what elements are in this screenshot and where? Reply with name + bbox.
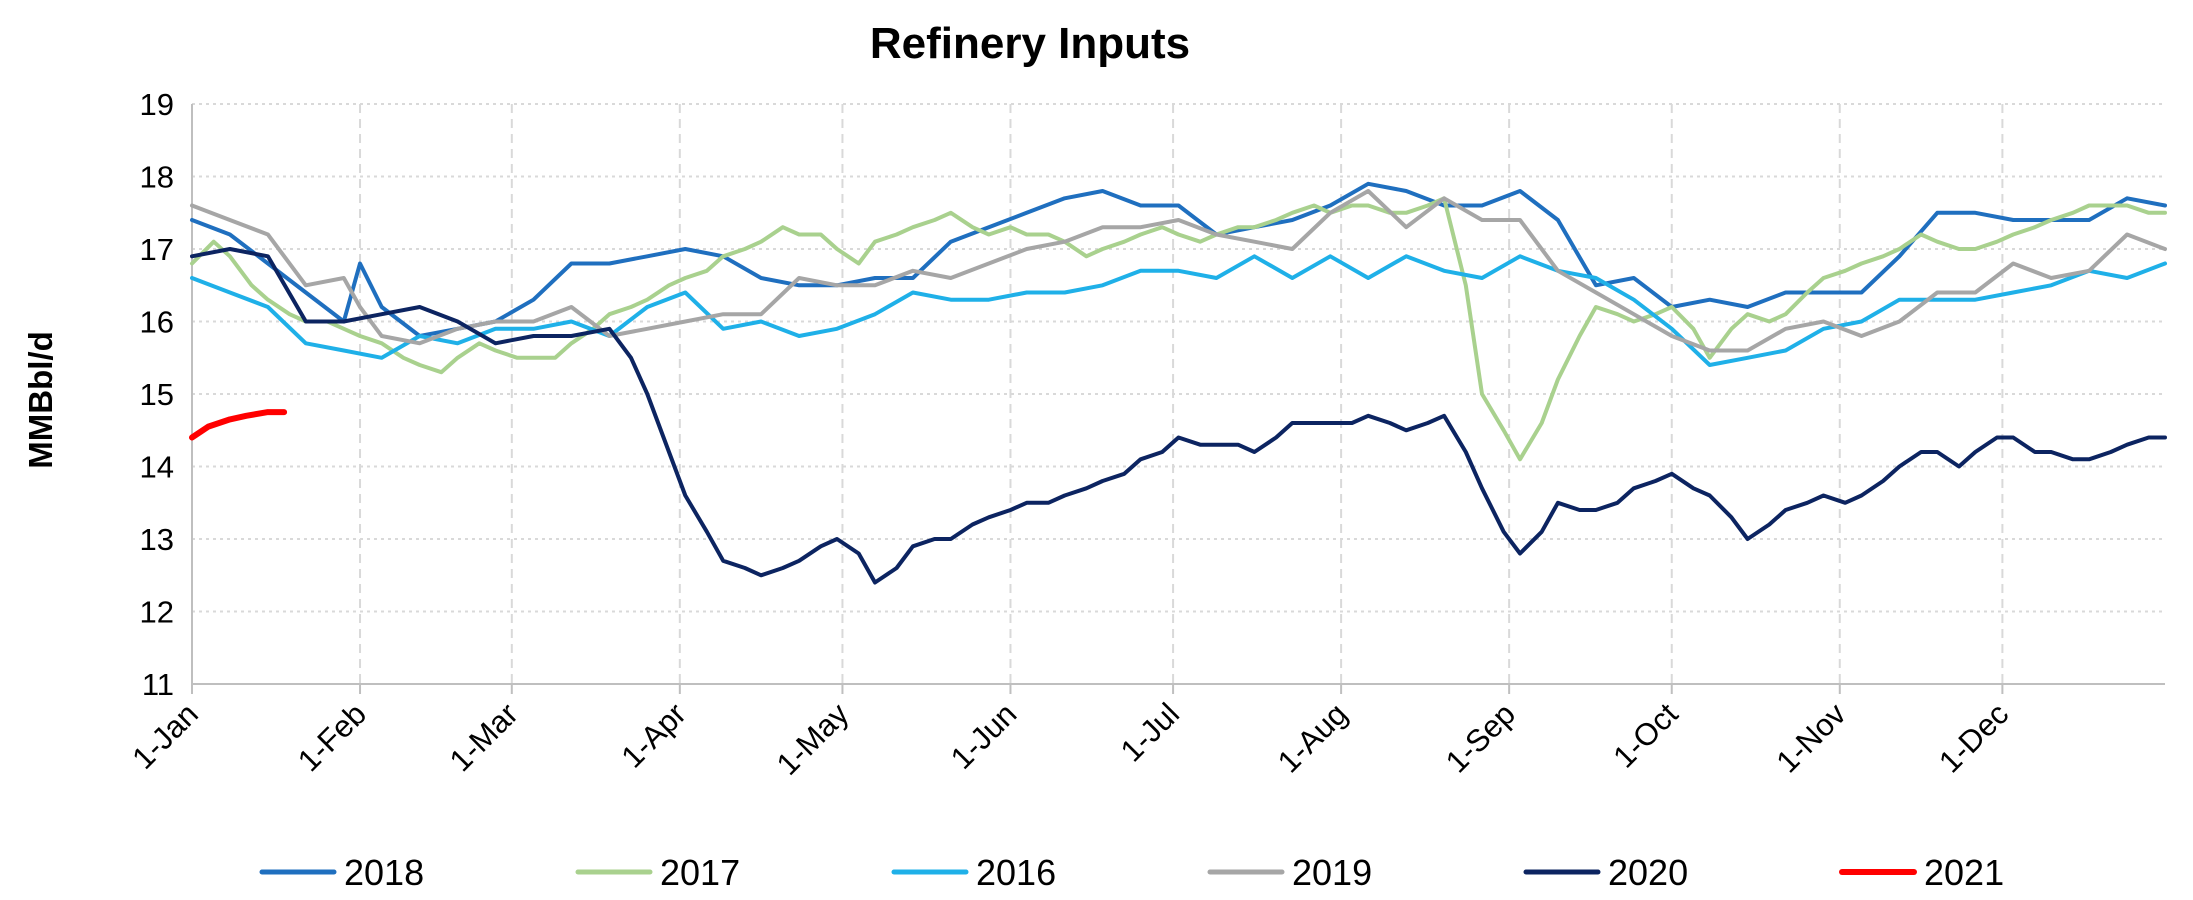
y-tick-label: 12: [140, 595, 174, 630]
legend-label-2019: 2019: [1292, 852, 1372, 893]
x-tick-label: 1-Apr: [614, 696, 692, 774]
y-tick-label: 18: [140, 160, 174, 195]
x-tick-label: 1-Oct: [1606, 696, 1685, 775]
y-tick-label: 17: [140, 232, 174, 267]
y-tick-label: 13: [140, 522, 174, 557]
x-tick-label: 1-May: [770, 696, 856, 782]
series-line-2019: [190, 189, 2167, 353]
axes: [191, 104, 2165, 685]
y-tick-label: 11: [142, 667, 174, 702]
x-tick-label: 1-Jan: [125, 696, 205, 776]
series-lines: [189, 181, 2167, 585]
legend-label-2020: 2020: [1608, 852, 1688, 893]
y-tick-label: 16: [140, 305, 174, 340]
series-line-2021: [189, 409, 288, 441]
legend-label-2016: 2016: [976, 852, 1056, 893]
x-tick-label: 1-Mar: [443, 696, 525, 778]
x-tick-label: 1-Nov: [1770, 696, 1854, 780]
series-line-2020: [190, 247, 2167, 585]
legend-label-2018: 2018: [344, 852, 424, 893]
chart-title: Refinery Inputs: [870, 19, 1190, 68]
y-tick-label: 14: [140, 450, 174, 485]
y-tick-label: 19: [140, 87, 174, 122]
x-tick-label: 1-Aug: [1271, 696, 1354, 779]
y-axis-label: MMBbl/d: [22, 331, 59, 468]
x-tick-label: 1-Jul: [1114, 696, 1186, 768]
legend: 2018 2017 2016 2019 2020 2021: [259, 852, 2004, 893]
x-tick-label: 1-Dec: [1932, 696, 2015, 779]
y-axis-ticks: 11 12 13 14 15 16 17 18 19: [140, 87, 174, 702]
x-tick-label: 1-Feb: [291, 696, 373, 778]
y-tick-label: 15: [140, 377, 174, 412]
x-axis-ticks: 1-Jan 1-Feb 1-Mar 1-Apr 1-May 1-Jun 1-Jul 1-Aug…: [125, 684, 2015, 782]
series-line-2017: [190, 196, 2167, 462]
x-tick-label: 1-Jun: [944, 696, 1024, 776]
gridlines: [192, 103, 2165, 684]
x-tick-label: 1-Sep: [1439, 696, 1522, 779]
legend-label-2017: 2017: [660, 852, 740, 893]
legend-label-2021: 2021: [1924, 852, 2004, 893]
